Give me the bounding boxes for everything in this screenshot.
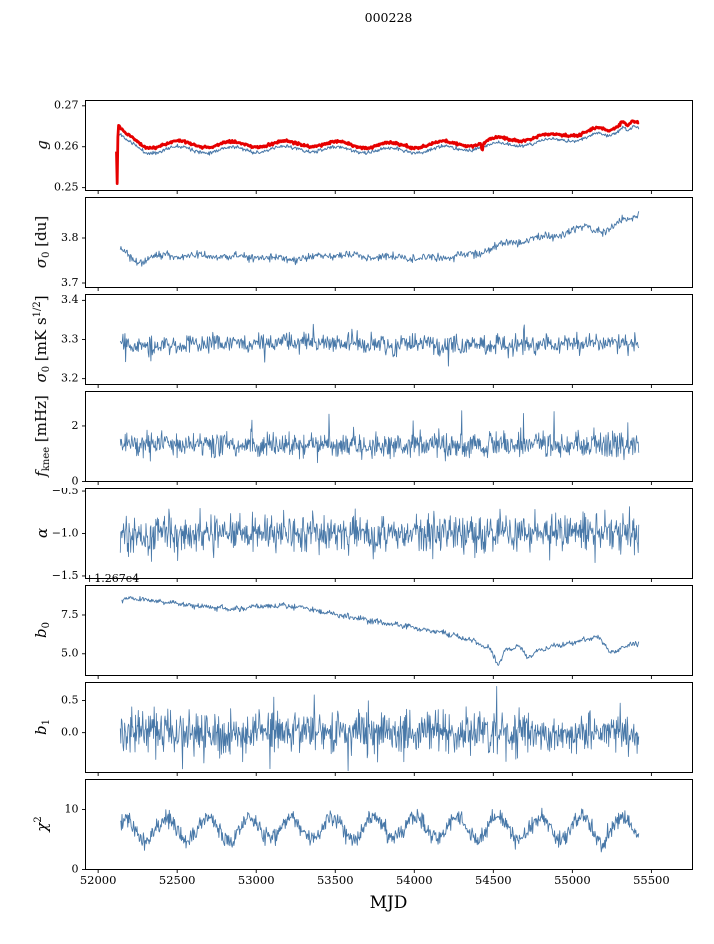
sigma0-mk-y-axis-label: σ0 [mK s1/2]	[32, 295, 52, 383]
alpha-canvas	[0, 488, 714, 584]
fknee-y-axis-label: fknee [mHz]	[32, 395, 52, 477]
figure-title: 000228	[364, 10, 413, 25]
subplot-fknee	[0, 391, 714, 487]
alpha-y-axis-label: α	[33, 527, 51, 539]
x-tick-label: 52500	[158, 873, 196, 887]
subplot-sigma0-du	[0, 197, 714, 293]
subplot-chi2	[0, 779, 714, 875]
b0-canvas	[0, 585, 714, 681]
b1-y-axis-label: b1	[32, 719, 52, 735]
subplot-g	[0, 100, 714, 196]
sigma0-du-y-axis-label: σ0 [du]	[32, 215, 52, 269]
x-tick-label: 53000	[237, 873, 275, 887]
x-tick-label: 52000	[79, 873, 117, 887]
x-axis-label: MJD	[369, 893, 408, 913]
subplot-b1	[0, 682, 714, 778]
x-tick-label: 54000	[395, 873, 433, 887]
sigma0-mk-canvas	[0, 294, 714, 390]
x-tick-label: 53500	[316, 873, 354, 887]
subplot-b0	[0, 585, 714, 681]
subplot-sigma0-mk	[0, 294, 714, 390]
x-tick-label: 55000	[554, 873, 591, 887]
chi2-canvas	[0, 779, 714, 875]
b0-axis-offset-text: +1.267e4	[85, 572, 140, 585]
g-y-axis-label: g	[33, 140, 51, 150]
b0-y-axis-label: b0	[32, 622, 52, 638]
subplot-alpha	[0, 488, 714, 584]
b1-canvas	[0, 682, 714, 778]
x-tick-label: 55500	[633, 873, 670, 887]
fknee-canvas	[0, 391, 714, 487]
g-canvas	[0, 100, 714, 196]
chi2-y-axis-label: χ2	[33, 816, 51, 832]
sigma0-du-canvas	[0, 197, 714, 293]
x-tick-label: 54500	[475, 873, 512, 887]
